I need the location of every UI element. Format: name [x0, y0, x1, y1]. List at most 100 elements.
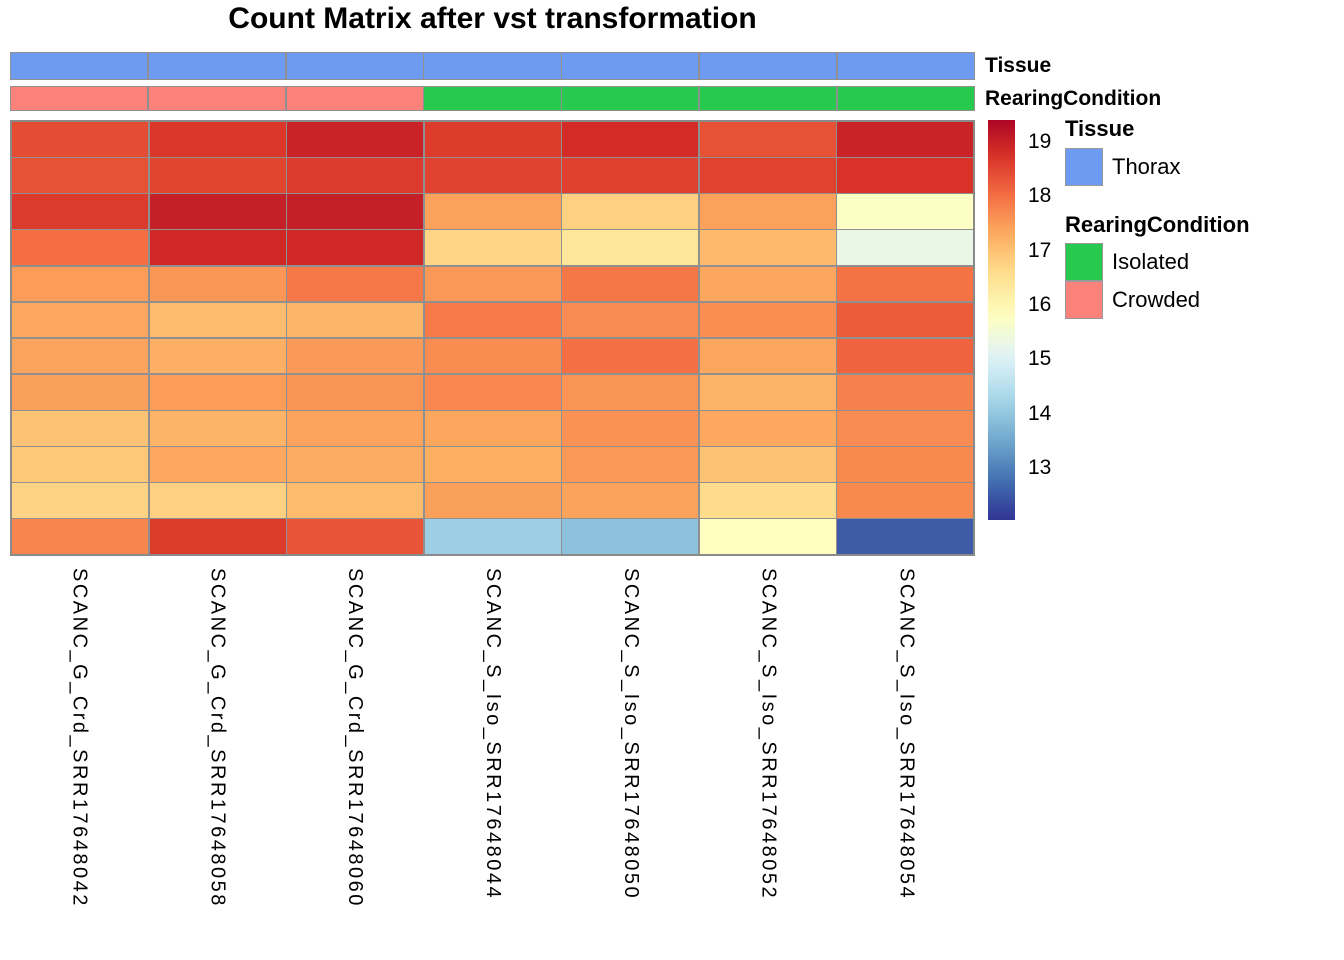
- heatmap-cell: [837, 266, 973, 302]
- tissue-annotation-bar: [10, 52, 975, 80]
- heatmap-cell: [149, 302, 286, 338]
- rearing-annotation-cell: [148, 87, 286, 110]
- heatmap-cell: [837, 483, 973, 518]
- heatmap-cell: [562, 338, 698, 374]
- heatmap-cell: [287, 194, 423, 229]
- heatmap-cell: [699, 447, 836, 482]
- column-labels: SCANC_G_Crd_SRR17648042 SCANC_G_Crd_SRR17…: [10, 564, 975, 956]
- legend-isolated-swatch: [1065, 243, 1103, 281]
- heatmap-cell: [837, 519, 973, 554]
- heatmap-cell: [287, 374, 423, 410]
- tissue-annotation-label: Tissue: [985, 54, 1052, 77]
- heatmap-cell: [837, 338, 973, 374]
- tissue-annotation-cell: [11, 53, 148, 79]
- heatmap-cell: [562, 483, 698, 518]
- legend-thorax-label: Thorax: [1112, 154, 1181, 179]
- heatmap-cell: [149, 122, 286, 157]
- rearing-annotation-cell: [699, 87, 837, 110]
- heatmap-cell: [699, 483, 836, 518]
- colorbar-tick: 16: [1028, 293, 1052, 317]
- column-label: SCANC_G_Crd_SRR17648058: [206, 568, 229, 908]
- heatmap-cell: [287, 483, 423, 518]
- heatmap-cell: [562, 266, 698, 302]
- heatmap-cell: [424, 302, 561, 338]
- heatmap-cell: [424, 158, 561, 193]
- heatmap-cell: [424, 122, 561, 157]
- heatmap-grid: [10, 120, 975, 556]
- heatmap-cell: [562, 230, 698, 265]
- colorbar-tick: 15: [1028, 347, 1052, 371]
- heatmap-cell: [12, 519, 148, 554]
- legend-thorax-swatch: [1065, 148, 1103, 186]
- rearing-annotation-cell: [562, 87, 699, 110]
- column-label: SCANC_G_Crd_SRR17648042: [68, 568, 91, 908]
- chart-title: Count Matrix after vst transformation: [228, 2, 757, 35]
- tissue-annotation-cell: [424, 53, 561, 79]
- heatmap-cell: [699, 374, 836, 410]
- heatmap-cell: [837, 158, 973, 193]
- heatmap-cell: [837, 374, 973, 410]
- heatmap-cell: [287, 122, 423, 157]
- heatmap-cell: [837, 230, 973, 265]
- heatmap-cell: [149, 483, 286, 518]
- heatmap-cell: [562, 447, 698, 482]
- tissue-annotation-cell: [286, 53, 423, 79]
- heatmap-cell: [287, 266, 423, 302]
- heatmap-cell: [149, 411, 286, 446]
- heatmap-cell: [149, 447, 286, 482]
- heatmap-cell: [424, 483, 561, 518]
- heatmap-cell: [699, 230, 836, 265]
- column-label: SCANC_S_Iso_SRR17648044: [482, 568, 504, 901]
- heatmap-cell: [287, 302, 423, 338]
- legend-crowded-label: Crowded: [1112, 287, 1201, 312]
- heatmap-cell: [562, 122, 698, 157]
- heatmap-cell: [699, 519, 836, 554]
- heatmap-cell: [699, 338, 836, 374]
- rearing-annotation-cell: [286, 87, 423, 110]
- column-label: SCANC_G_Crd_SRR17648060: [344, 568, 367, 908]
- column-label: SCANC_S_Iso_SRR17648050: [619, 568, 642, 901]
- colorbar-tick: 13: [1028, 456, 1052, 480]
- heatmap-cell: [699, 411, 836, 446]
- heatmap-cell: [837, 411, 973, 446]
- heatmap-cell: [424, 194, 561, 229]
- colorbar-tick: 14: [1028, 401, 1052, 425]
- heatmap-cell: [287, 338, 423, 374]
- rearing-annotation-cell: [837, 87, 974, 110]
- heatmap-cell: [424, 338, 561, 374]
- heatmap-cell: [837, 122, 973, 157]
- heatmap-cell: [149, 519, 286, 554]
- heatmap-cell: [12, 158, 148, 193]
- heatmap-cell: [424, 411, 561, 446]
- heatmap-cell: [837, 447, 973, 482]
- heatmap-cell: [149, 338, 286, 374]
- heatmap-cell: [12, 266, 148, 302]
- heatmap-cell: [837, 194, 973, 229]
- tissue-annotation-cell: [837, 53, 974, 79]
- rearing-annotation-cell: [424, 87, 561, 110]
- heatmap-cell: [424, 374, 561, 410]
- heatmap-cell: [12, 374, 148, 410]
- heatmap-cell: [424, 519, 561, 554]
- heatmap-cell: [562, 374, 698, 410]
- heatmap-cell: [12, 194, 148, 229]
- heatmap-cell: [562, 194, 698, 229]
- heatmap-cell: [699, 302, 836, 338]
- heatmap-cell: [287, 230, 423, 265]
- heatmap-cell: [12, 302, 148, 338]
- heatmap-cell: [562, 302, 698, 338]
- tissue-annotation-cell: [562, 53, 699, 79]
- tissue-annotation-cell: [148, 53, 286, 79]
- heatmap-cell: [837, 302, 973, 338]
- colorbar-tick: 17: [1028, 238, 1052, 262]
- heatmap-cell: [149, 158, 286, 193]
- heatmap-cell: [12, 447, 148, 482]
- heatmap-cell: [562, 519, 698, 554]
- heatmap-cell: [12, 122, 148, 157]
- heatmap-cell: [699, 122, 836, 157]
- heatmap-cell: [149, 374, 286, 410]
- legend-crowded-swatch: [1065, 281, 1103, 319]
- heatmap-cell: [287, 519, 423, 554]
- heatmap-cell: [699, 194, 836, 229]
